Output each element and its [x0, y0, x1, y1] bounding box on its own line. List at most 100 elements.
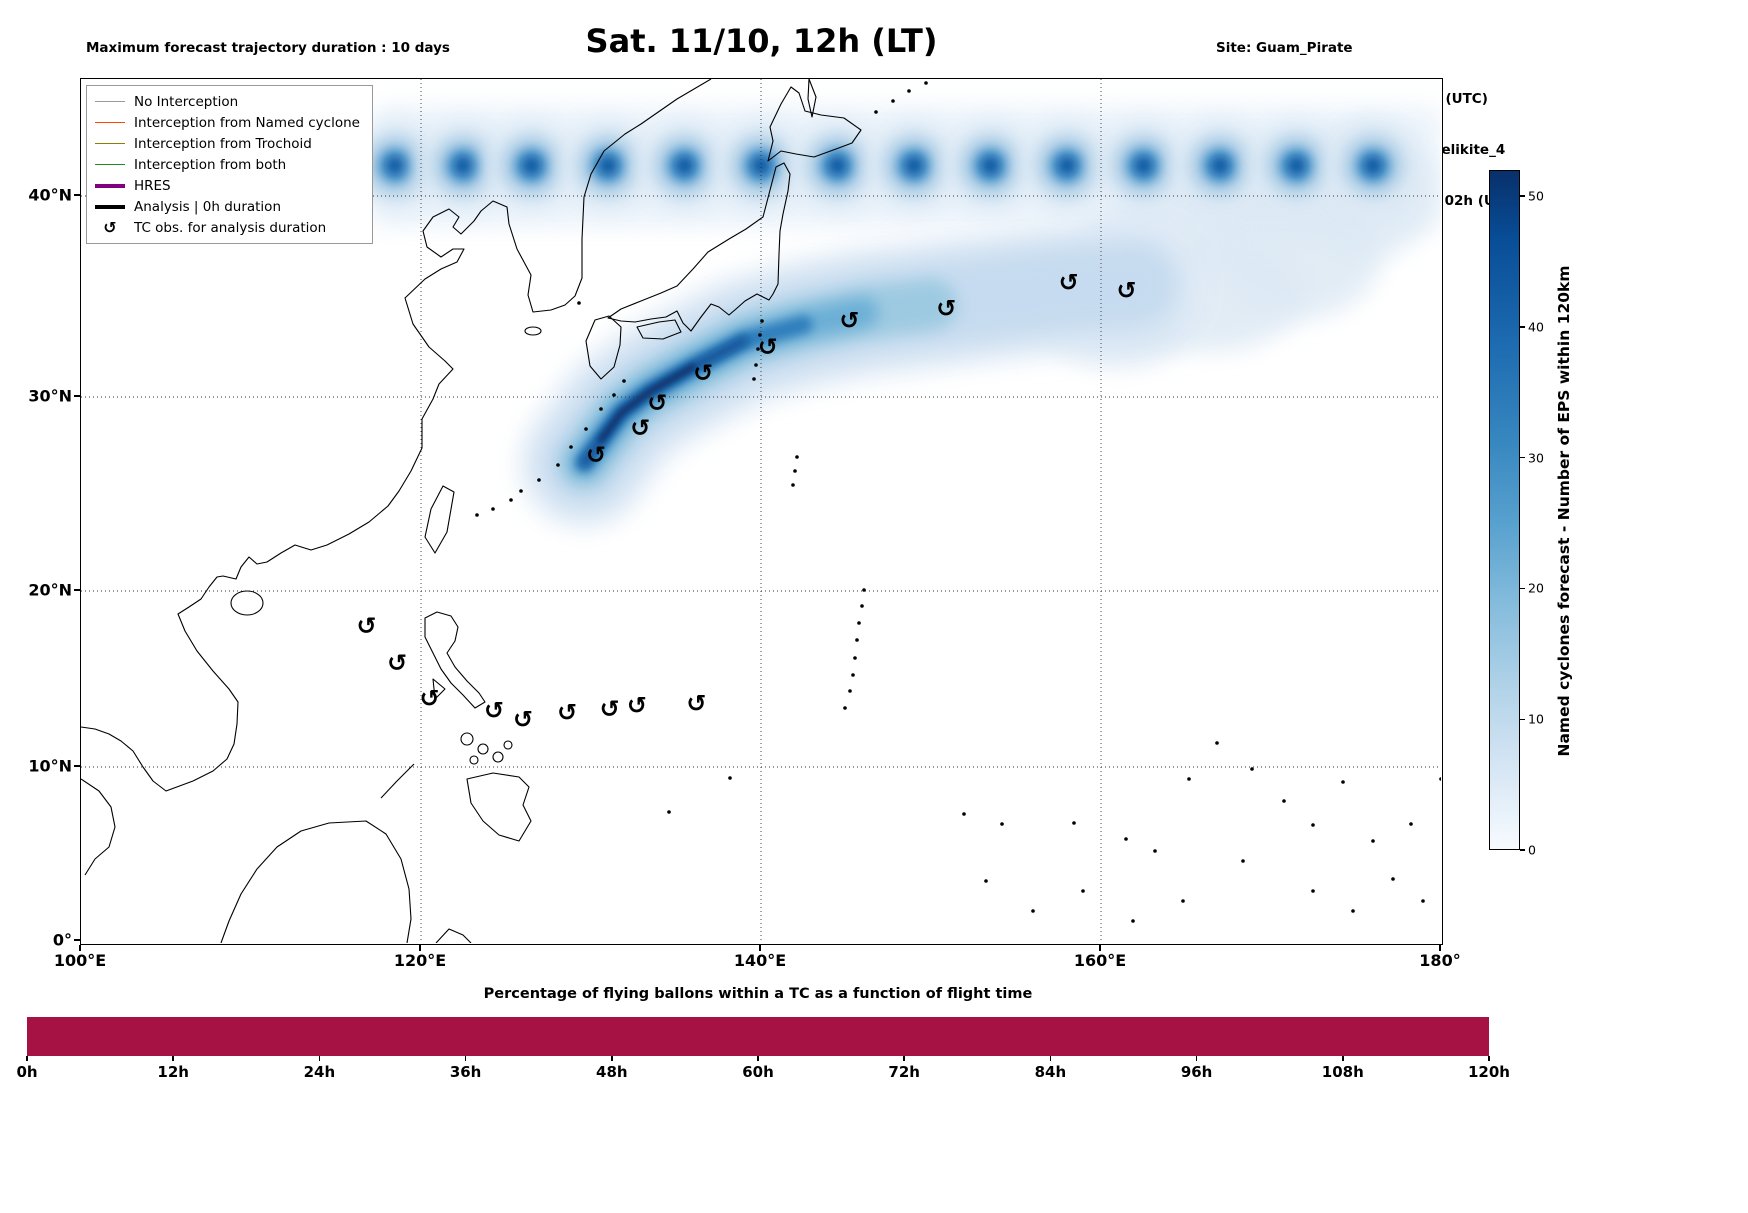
- x-tick-label: 180°: [1419, 951, 1461, 970]
- balloon-bar-segment: [1223, 1017, 1357, 1056]
- legend-label: Interception from Named cyclone: [134, 114, 360, 131]
- legend-line: [95, 183, 125, 188]
- bottom-tick-label: 24h: [303, 1063, 336, 1081]
- bottom-tick-label: 60h: [742, 1063, 774, 1081]
- coastline-malay: [81, 778, 116, 876]
- figure-title: Sat. 11/10, 12h (LT): [585, 22, 938, 60]
- legend-label: TC obs. for analysis duration: [134, 219, 327, 236]
- bottom-tick-label: 48h: [596, 1063, 628, 1081]
- bottom-tick-label: 108h: [1321, 1063, 1364, 1081]
- colorbar-tick-label: 50: [1528, 188, 1544, 204]
- y-tick-mark: [74, 939, 80, 941]
- tc-obs-icon: ↺: [1116, 276, 1136, 304]
- y-tick-mark: [74, 765, 80, 767]
- legend-item: Interception from both: [95, 154, 360, 175]
- x-tick-mark: [419, 945, 421, 951]
- bottom-tick-label: 72h: [888, 1063, 920, 1081]
- bottom-tick-label: 96h: [1180, 1063, 1213, 1081]
- colorbar-tick-mark: [1520, 849, 1525, 851]
- island-kyushu: [585, 315, 622, 380]
- coastline-asia-mainland: [81, 79, 712, 792]
- map-legend: No Interception Interception from Named c…: [86, 85, 373, 244]
- legend-line-icon: [95, 142, 125, 145]
- bottom-tick-mark: [903, 1056, 905, 1061]
- tc-obs-icon: ↺: [586, 441, 606, 469]
- bottom-tick-label: 0h: [16, 1063, 38, 1081]
- colorbar-label: Named cyclones forecast - Number of EPS …: [1555, 265, 1573, 757]
- island-taiwan: [424, 485, 455, 554]
- legend-line-icon: [95, 204, 125, 209]
- x-tick-label: 160°E: [1073, 951, 1127, 970]
- x-tick-label: 120°E: [393, 951, 447, 970]
- bottom-tick-label: 12h: [157, 1063, 189, 1081]
- y-tick-mark: [74, 395, 80, 397]
- tc-obs-icon: ↺: [936, 295, 956, 323]
- tc-obs-icon: ↺: [484, 697, 504, 725]
- legend-label: Analysis | 0h duration: [134, 198, 281, 215]
- legend-line: [95, 121, 125, 124]
- island-visayas: [460, 732, 474, 746]
- legend-line-icon: [95, 121, 125, 124]
- balloon-bar-segment: [824, 1017, 958, 1056]
- bottom-tick-mark: [464, 1056, 467, 1061]
- legend-label: Interception from Trochoid: [134, 135, 312, 152]
- island-honshu: [607, 162, 791, 332]
- map-plot-area: ↺ ↺ ↺ ↺ ↺ ↺ ↺ ↺ ↺ ↺ ↺ ↺ ↺ ↺ ↺ ↺ ↺ ↺ No Interception Interc…: [80, 78, 1443, 945]
- coastline-sulawesi: [435, 928, 472, 943]
- bottom-tick-mark: [318, 1056, 321, 1061]
- small-islands: [475, 81, 1441, 923]
- bottom-tick-label: 36h: [449, 1063, 482, 1081]
- bottom-chart-title: Percentage of flying ballons within a TC…: [483, 986, 1033, 1002]
- colorbar-tick-label: 10: [1528, 711, 1544, 727]
- colorbar-tick-mark: [1520, 456, 1525, 459]
- tc-obs-icon: ↺: [1059, 268, 1079, 296]
- bottom-tick-mark: [611, 1056, 613, 1061]
- bottom-tick-mark: [1195, 1056, 1198, 1061]
- balloon-percentage-bar: [27, 1017, 1489, 1056]
- colorbar-tick-mark: [1520, 195, 1525, 197]
- colorbar-tick-label: 0: [1528, 842, 1536, 858]
- y-tick-label: 40°N: [28, 185, 72, 205]
- colorbar-tick-mark: [1520, 326, 1525, 328]
- colorbar-tick-mark: [1520, 718, 1525, 720]
- legend-item: Interception from Trochoid: [95, 133, 360, 154]
- island-mindoro: [432, 678, 446, 700]
- tc-obs-icon: ↺: [630, 414, 650, 442]
- tc-obs-icon: ↺: [686, 690, 706, 718]
- map-gridlines: [81, 79, 1441, 943]
- legend-line: [95, 163, 125, 166]
- balloon-bar-segment: [27, 1017, 160, 1056]
- legend-label: Interception from both: [134, 156, 287, 173]
- x-tick-label: 100°E: [53, 951, 107, 970]
- x-tick-mark: [759, 945, 761, 951]
- legend-line: [95, 204, 125, 209]
- bottom-tick-label: 120h: [1468, 1063, 1510, 1081]
- legend-line-icon: [95, 183, 125, 188]
- legend-item: HRES: [95, 175, 360, 196]
- bottom-tick-mark: [1488, 1056, 1490, 1061]
- tc-symbol-icon: ↺: [103, 218, 117, 237]
- tc-obs-icon: ↺: [419, 684, 439, 712]
- tc-obs-icon: ↺: [600, 695, 620, 723]
- tc-obs-icon: ↺: [839, 307, 859, 335]
- legend-label: No Interception: [134, 93, 239, 110]
- legend-line: [95, 100, 125, 103]
- tc-observation-symbols: ↺↺↺↺↺↺ ↺↺ ↺↺↺↺ ↺ ↺ ↺ ↺ ↺ ↺: [357, 268, 1137, 733]
- balloon-bar-segment: [957, 1017, 1091, 1056]
- legend-item: Interception from Named cyclone: [95, 112, 360, 133]
- legend-item: ↺ TC obs. for analysis duration: [95, 217, 360, 238]
- y-tick-label: 20°N: [28, 580, 72, 600]
- y-tick-mark: [74, 194, 80, 196]
- bottom-tick-mark: [1342, 1056, 1344, 1061]
- legend-line-icon: [95, 163, 125, 166]
- y-tick-label: 10°N: [28, 756, 72, 776]
- island-visayas: [503, 740, 513, 750]
- balloon-bar-segment: [425, 1017, 559, 1056]
- tc-obs-icon: ↺: [387, 649, 407, 677]
- island-visayas: [492, 751, 504, 763]
- x-tick-label: 140°E: [733, 951, 787, 970]
- colorbar-tick-label: 30: [1528, 450, 1544, 466]
- island-visayas: [469, 755, 479, 765]
- legend-item: Analysis | 0h duration: [95, 196, 360, 217]
- legend-line-icon: [95, 100, 125, 103]
